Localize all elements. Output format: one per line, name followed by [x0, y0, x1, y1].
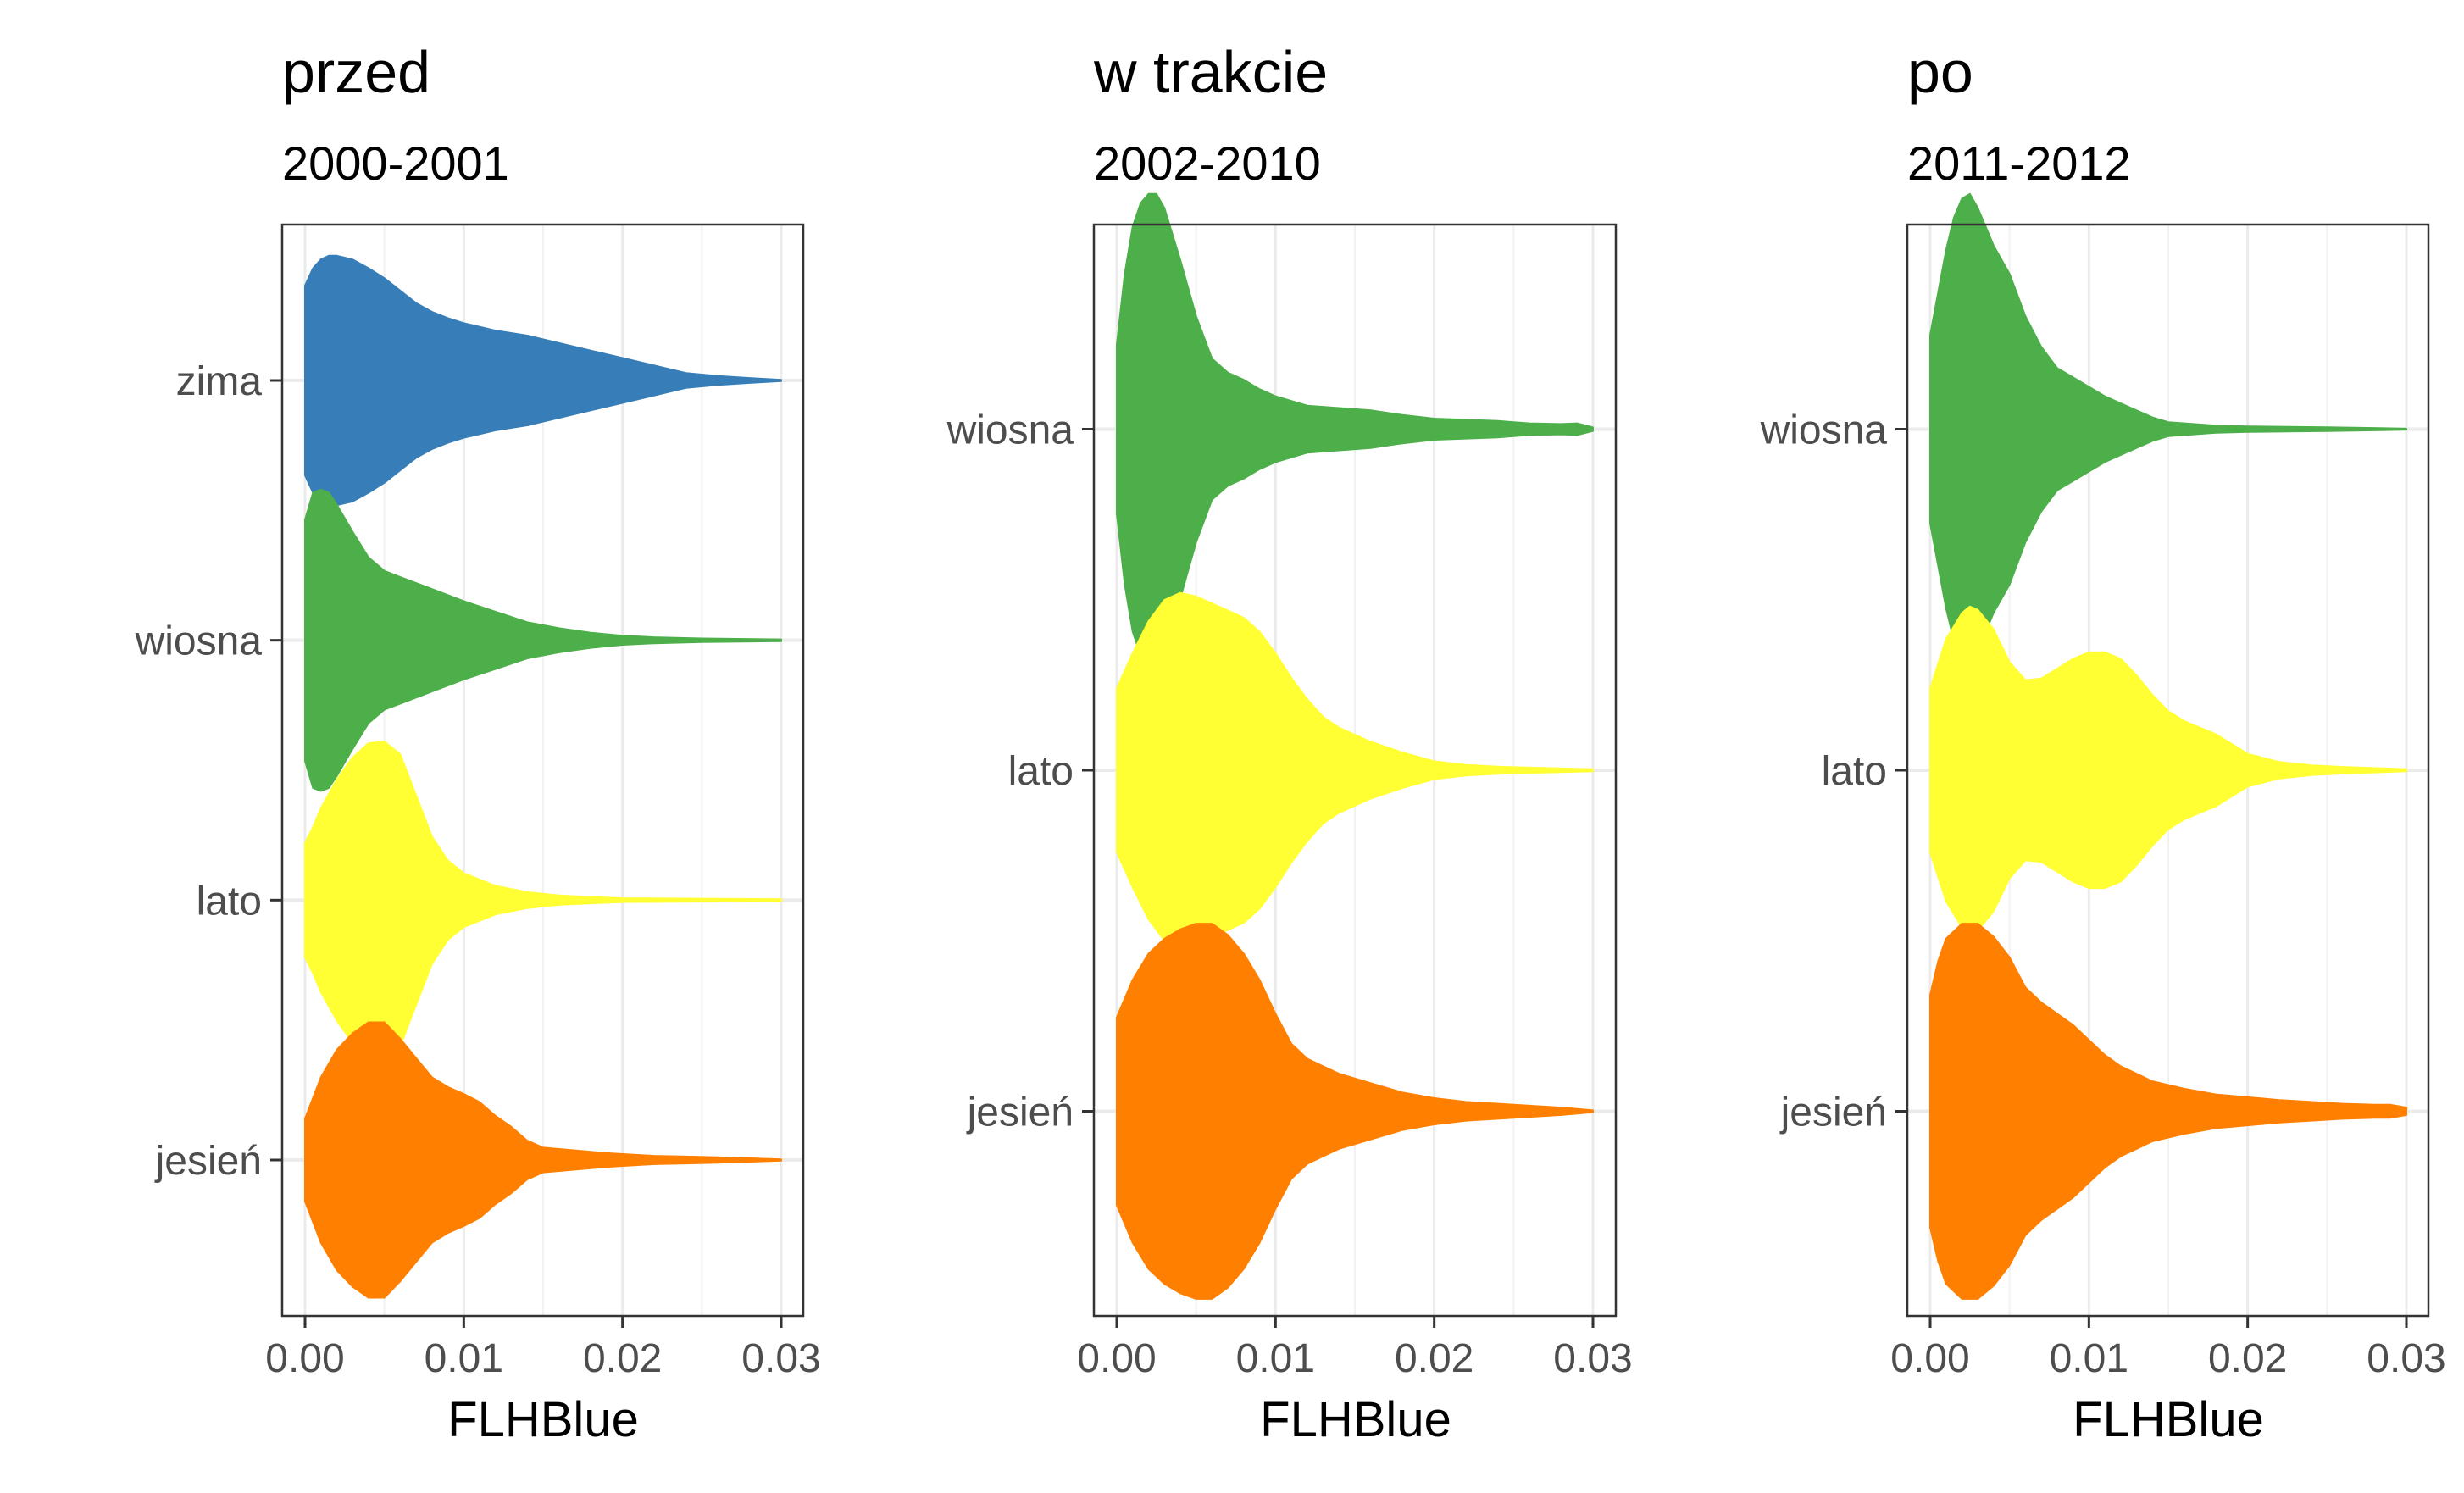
plot-area: wiosna lato jesień 0.00 0.01 0.02 0.03 — [1760, 192, 2446, 1381]
violin-wiosna — [304, 488, 782, 792]
x-tick-label: 0.02 — [2208, 1336, 2287, 1381]
y-tick-label: wiosna — [135, 619, 263, 664]
x-tick-label: 0.02 — [1395, 1336, 1473, 1381]
plot-area: zima wiosna lato jesień 0.00 0.01 0.02 0.03 — [135, 223, 821, 1381]
y-tick-label: zima — [176, 359, 263, 404]
x-tick-label: 0.02 — [583, 1336, 662, 1381]
facet-przed: przed 2000-2001 zima wiosna lato jesień 0.00… — [135, 39, 821, 1447]
violin-wiosna — [1116, 192, 1594, 666]
x-tick-label: 0.00 — [265, 1336, 344, 1381]
violin-zima — [304, 254, 782, 507]
facet-subtitle: 2011-2012 — [1907, 136, 2131, 190]
facet-subtitle: 2000-2001 — [282, 136, 509, 190]
y-tick-label: lato — [1008, 749, 1074, 794]
x-tick-label: 0.00 — [1077, 1336, 1156, 1381]
violin-jesień — [1929, 923, 2407, 1300]
y-tick-label: lato — [1822, 749, 1887, 794]
panel-border — [280, 223, 805, 1318]
x-tick-label: 0.03 — [2367, 1336, 2445, 1381]
x-tick-label: 0.03 — [741, 1336, 820, 1381]
x-axis-title: FLHBlue — [447, 1392, 639, 1447]
facet-title: po — [1907, 39, 1973, 105]
facet-subtitle: 2002-2010 — [1094, 136, 1321, 190]
x-tick-label: 0.00 — [1890, 1336, 1969, 1381]
x-tick-label: 0.01 — [1236, 1336, 1315, 1381]
y-tick-label: lato — [197, 879, 262, 924]
x-tick-label: 0.01 — [425, 1336, 503, 1381]
facet-w-trakcie: w trakcie 2002-2010 wiosna lato jesień 0.00… — [946, 39, 1633, 1447]
y-tick-label: wiosna — [1760, 408, 1888, 453]
violin-jesień — [1116, 923, 1594, 1300]
facet-title: w trakcie — [1093, 39, 1328, 105]
x-tick-label: 0.01 — [2050, 1336, 2128, 1381]
violin-jesień — [304, 1021, 782, 1299]
facet-po: po 2011-2012 wiosna lato jesień 0.00 0.01 0.0… — [1760, 39, 2446, 1447]
violin-lato — [1929, 605, 2407, 935]
plot-area: wiosna lato jesień 0.00 0.01 0.02 0.03 — [946, 192, 1633, 1381]
x-axis-title: FLHBlue — [2073, 1392, 2264, 1447]
y-tick-label: jesień — [154, 1139, 262, 1184]
y-tick-label: jesień — [1779, 1091, 1887, 1135]
violin-wiosna — [1929, 192, 2407, 666]
y-tick-label: wiosna — [946, 408, 1074, 453]
x-axis-title: FLHBlue — [1260, 1392, 1451, 1447]
x-tick-label: 0.03 — [1553, 1336, 1632, 1381]
y-tick-label: jesień — [966, 1091, 1074, 1135]
facet-title: przed — [282, 39, 430, 105]
